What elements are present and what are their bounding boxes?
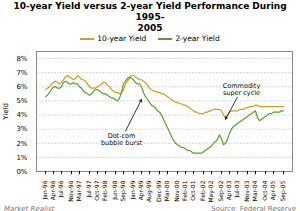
svg-text:Nov-03: Nov-03 — [243, 181, 250, 203]
svg-text:Apr-99: Apr-99 — [137, 181, 145, 201]
svg-text:Oct-97: Oct-97 — [93, 181, 100, 201]
svg-text:Apr-03: Apr-03 — [225, 181, 233, 201]
svg-text:Aug-99: Aug-99 — [145, 181, 153, 203]
svg-text:Jan-99: Jan-99 — [129, 181, 137, 201]
svg-text:Feb-01: Feb-01 — [181, 181, 188, 202]
svg-text:Nov-96: Nov-96 — [67, 181, 74, 203]
html-text:10-year Yield versus 2-year Yi: 10-year Yield versus 2-year Yield Perfor… — [13, 1, 287, 33]
svg-text:Sep-05: Sep-05 — [279, 181, 287, 202]
svg-text:Dec-99: Dec-99 — [155, 181, 162, 203]
svg-text:Jan-96: Jan-96 — [41, 181, 49, 201]
svg-text:Oct-01: Oct-01 — [189, 181, 196, 201]
svg-text:6%: 6% — [16, 83, 27, 91]
svg-text:Apr-05: Apr-05 — [269, 181, 277, 201]
svg-text:Feb-98: Feb-98 — [101, 181, 108, 202]
svg-text:Apr-96: Apr-96 — [49, 181, 57, 201]
svg-text:4%: 4% — [16, 112, 27, 120]
html-text:10-year Yield: 10-year Yield — [97, 34, 147, 44]
svg-text:Mar-97: Mar-97 — [75, 181, 82, 202]
svg-text:Jun-98: Jun-98 — [111, 181, 119, 201]
svg-text:Mar-00: Mar-00 — [163, 181, 170, 202]
svg-text:3%: 3% — [16, 126, 27, 134]
svg-text:Feb-02: Feb-02 — [199, 181, 206, 202]
svg-text:Oct-04: Oct-04 — [261, 181, 268, 201]
svg-text:Jul-96: Jul-96 — [57, 181, 65, 199]
svg-text:Commoditysuper cycle: Commoditysuper cycle — [223, 83, 261, 98]
svg-text:2%: 2% — [16, 140, 27, 148]
svg-text:1%: 1% — [16, 154, 27, 162]
html-text:2-year Yield: 2-year Yield — [175, 34, 220, 44]
svg-text:Nov-00: Nov-00 — [173, 181, 180, 203]
svg-text:Sep-98: Sep-98 — [119, 181, 127, 202]
svg-text:Jul-97: Jul-97 — [85, 181, 93, 199]
svg-text:8%: 8% — [16, 55, 27, 63]
svg-text:Dot-combubble burst: Dot-combubble burst — [101, 132, 143, 147]
svg-text:7%: 7% — [16, 69, 27, 77]
svg-text:5%: 5% — [16, 98, 27, 106]
svg-text:Sep-02: Sep-02 — [217, 181, 225, 202]
svg-text:0%: 0% — [16, 168, 27, 176]
svg-text:Yield: Yield — [2, 104, 10, 122]
svg-text:Mar-04: Mar-04 — [251, 181, 258, 202]
svg-text:May-02: May-02 — [207, 181, 215, 203]
svg-text:Jul-03: Jul-03 — [233, 181, 241, 199]
